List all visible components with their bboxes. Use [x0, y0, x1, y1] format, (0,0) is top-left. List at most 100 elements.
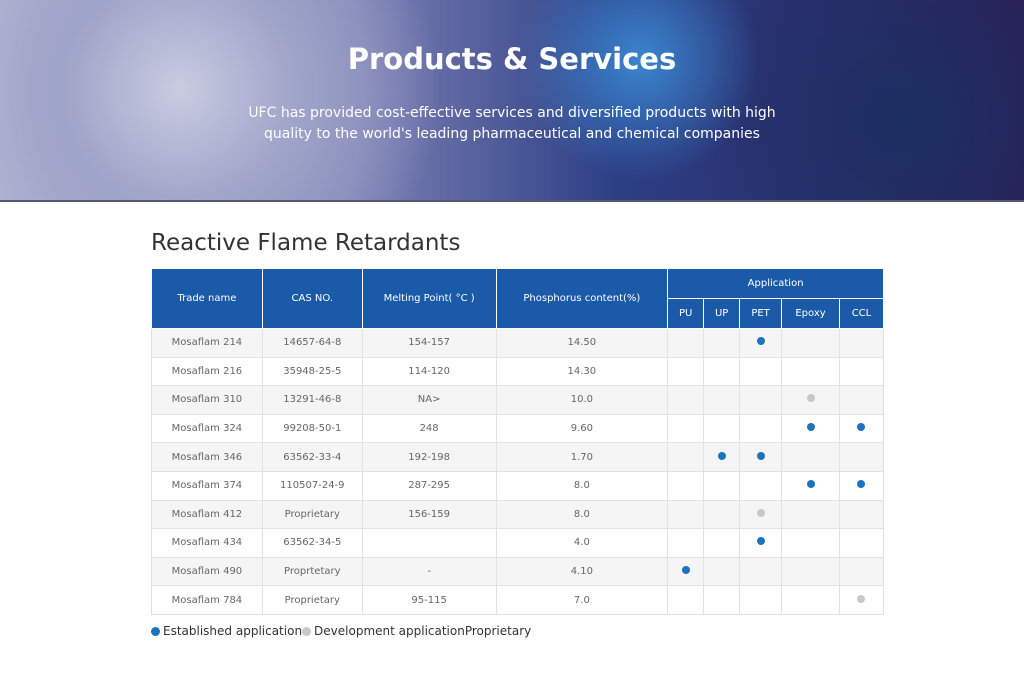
table-cell: 14.50	[495, 328, 669, 358]
hero-subtitle: UFC has provided cost-effective services…	[0, 103, 1024, 145]
table-cell: 14.30	[495, 356, 669, 387]
column-header: Epoxy	[781, 298, 840, 329]
app-cell	[781, 556, 840, 587]
table-cell: 287-295	[361, 470, 497, 501]
app-cell	[781, 585, 840, 615]
column-header: UP	[703, 298, 741, 329]
column-header: PU	[667, 298, 705, 329]
column-header: Melting Point( °C )	[361, 268, 497, 329]
table-cell: Mosaflam 310	[151, 385, 263, 415]
header-row: Trade name CAS NO. Melting Point( °C ) Phos…	[151, 268, 884, 329]
subtitle-line: UFC has provided cost-effective services…	[248, 105, 776, 121]
column-header: Phosphorus content(%)	[495, 268, 669, 329]
legend-dot	[151, 626, 160, 636]
app-cell	[667, 499, 705, 530]
app-cell	[703, 413, 741, 444]
table-cell: Proprietary	[261, 499, 363, 530]
table-cell: 156-159	[361, 499, 497, 530]
application-dot	[717, 451, 726, 460]
hero-title: Products & Services	[347, 42, 677, 76]
hero-border	[0, 200, 1024, 202]
app-cell	[739, 413, 783, 444]
legend-label: Development application	[314, 624, 465, 638]
application-dot	[756, 508, 765, 517]
app-cell	[838, 585, 885, 615]
table-cell: Mosaflam 490	[151, 556, 263, 587]
application-dot	[857, 480, 866, 489]
app-cell	[667, 528, 705, 558]
app-cell	[703, 385, 741, 415]
table-cell: Mosaflam 412	[151, 499, 263, 530]
table-cell: 9.60	[495, 413, 669, 444]
app-cell	[838, 356, 885, 387]
application-dot	[681, 566, 690, 575]
section-title: Reactive Flame Retardants	[151, 230, 461, 256]
app-cell	[739, 385, 783, 415]
app-cell	[703, 470, 741, 501]
table-row: Mosaflam 490 Proprtetary -4.10	[151, 556, 885, 587]
column-header: CCL	[838, 298, 885, 329]
table-row: Mosaflam 324 99208-50-1 248 9.60	[151, 413, 885, 444]
table-cell: 4.10	[495, 556, 669, 587]
application-dot	[806, 480, 815, 489]
table-cell: -	[361, 556, 497, 587]
table-cell: 95-115	[361, 585, 497, 615]
app-cell	[838, 385, 885, 415]
app-cell	[781, 385, 840, 415]
app-cell	[667, 585, 705, 615]
app-cell	[703, 356, 741, 387]
app-cell	[781, 528, 840, 558]
app-cell	[838, 556, 885, 587]
application-dot	[857, 594, 866, 603]
app-cell	[739, 499, 783, 530]
app-cell	[739, 528, 783, 558]
product-table: Trade name CAS NO. Melting Point( °C ) Phos…	[151, 268, 885, 615]
app-cell	[739, 442, 783, 472]
table-cell: 110507-24-9	[261, 470, 363, 501]
table-row: Mosaflam 310 13291-46-8 NA> 10.0	[151, 385, 885, 415]
application-dot	[756, 537, 765, 546]
table-cell: Mosaflam 374	[151, 470, 263, 501]
app-cell	[739, 356, 783, 387]
app-cell	[703, 328, 741, 358]
app-cell	[667, 556, 705, 587]
app-cell	[667, 413, 705, 444]
column-header: CAS NO.	[261, 268, 363, 329]
app-cell	[838, 442, 885, 472]
table-cell: 8.0	[495, 470, 669, 501]
app-cell	[703, 442, 741, 472]
table-row: Mosaflam 216 35948-25-5 114-120 14.30	[151, 356, 885, 387]
header-row: PU UP PET Epoxy CCL	[152, 298, 885, 329]
table-row: Mosaflam 784 Proprietary 95-115 7.0	[151, 585, 885, 615]
app-cell	[781, 413, 840, 444]
app-cell	[739, 585, 783, 615]
table-cell: 63562-34-5	[261, 528, 363, 558]
table-cell: 7.0	[495, 585, 669, 615]
table-cell: 10.0	[495, 385, 669, 415]
app-cell	[703, 585, 741, 615]
legend: Established application Development appli…	[151, 624, 531, 638]
hero-banner: Products & Services UFC has provided cos…	[0, 0, 1024, 202]
table-cell: 1.70	[495, 442, 669, 472]
table-row: Mosaflam 214 14657-64-8 154-157 14.50	[151, 328, 885, 358]
app-cell	[838, 413, 885, 444]
table-row: Mosaflam 346 63562-33-4 192-198 1.70	[151, 442, 885, 472]
table-cell: 248	[361, 413, 497, 444]
table-cell: 8.0	[495, 499, 669, 530]
app-cell	[667, 356, 705, 387]
app-cell	[667, 328, 705, 358]
app-cell	[739, 556, 783, 587]
application-dot	[857, 423, 866, 432]
table-cell: 14657-64-8	[261, 328, 363, 358]
table-cell: Mosaflam 434	[151, 528, 263, 558]
application-dot	[806, 423, 815, 432]
app-cell	[838, 470, 885, 501]
table-row: Mosaflam 434 63562-34-5 4.0	[151, 528, 885, 558]
app-cell	[781, 328, 840, 358]
app-cell	[838, 328, 885, 358]
table-cell: 154-157	[361, 328, 497, 358]
table-cell: 35948-25-5	[261, 356, 363, 387]
table-cell: Mosaflam 214	[151, 328, 263, 358]
app-cell	[739, 470, 783, 501]
